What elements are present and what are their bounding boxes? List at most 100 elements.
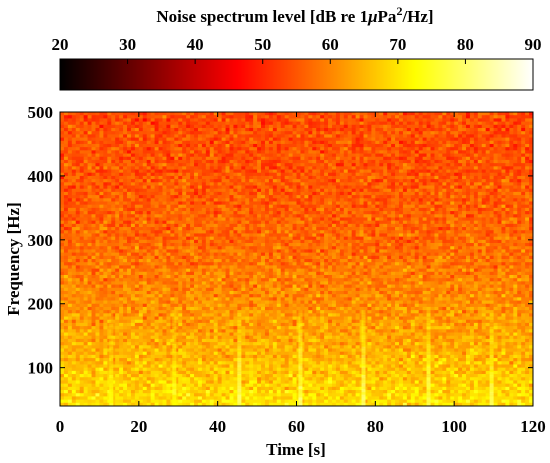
heatmap-cell (351, 172, 357, 177)
heatmap-cell (201, 115, 207, 119)
heatmap-cell (138, 156, 144, 161)
heatmap-cell (268, 169, 274, 174)
heatmap-cell (119, 236, 124, 241)
heatmap-cell (217, 140, 223, 145)
heatmap-cell (402, 150, 408, 154)
heatmap-cell (170, 118, 175, 122)
heatmap-cell (383, 166, 388, 170)
heatmap-cell (529, 175, 534, 180)
heatmap-cell (186, 220, 191, 225)
heatmap-cell (190, 150, 195, 154)
heatmap-cell (418, 137, 424, 142)
heatmap-cell (170, 214, 175, 218)
heatmap-cell (174, 204, 179, 209)
heatmap-cell (241, 217, 246, 222)
heatmap-cell (111, 159, 116, 164)
heatmap-cell (95, 185, 100, 190)
heatmap-cell (379, 217, 384, 222)
heatmap-cell (71, 214, 77, 218)
heatmap-cell (83, 169, 88, 174)
heatmap-cell (261, 140, 266, 145)
heatmap-cell (87, 227, 92, 231)
heatmap-cell (154, 201, 159, 206)
heatmap-cell (513, 233, 518, 238)
heatmap-cell (469, 163, 475, 167)
heatmap-cell (458, 236, 463, 241)
heatmap-cell (320, 211, 325, 215)
heatmap-cell (529, 227, 534, 231)
heatmap-cell (398, 127, 404, 132)
heatmap-cell (103, 195, 108, 199)
heatmap-cell (343, 207, 349, 212)
heatmap-cell (438, 175, 443, 180)
heatmap-cell (115, 134, 120, 138)
heatmap-cell (493, 112, 498, 116)
heatmap-cell (182, 211, 187, 215)
heatmap-cell (91, 182, 96, 186)
heatmap-cell (304, 131, 309, 135)
heatmap-cell (296, 143, 301, 148)
heatmap-cell (111, 220, 116, 225)
heatmap-cell (462, 188, 467, 193)
heatmap-cell (481, 175, 487, 180)
heatmap-cell (328, 166, 333, 170)
heatmap-cell (422, 217, 427, 222)
heatmap-cell (426, 198, 431, 202)
heatmap-cell (99, 124, 104, 129)
heatmap-cell (217, 230, 223, 234)
heatmap-cell (343, 220, 349, 225)
heatmap-cell (458, 191, 463, 196)
heatmap-cell (505, 121, 510, 126)
heatmap-cell (292, 127, 297, 132)
heatmap-cell (371, 137, 376, 142)
heatmap-cell (521, 185, 526, 190)
heatmap-cell (312, 214, 317, 218)
heatmap-cell (209, 134, 215, 138)
heatmap-cell (261, 147, 266, 151)
heatmap-cell (375, 185, 380, 190)
heatmap-cell (221, 121, 226, 126)
heatmap-cell (446, 121, 451, 126)
heatmap-cell (434, 150, 439, 154)
heatmap-cell (505, 195, 510, 199)
heatmap-cell (288, 195, 293, 199)
heatmap-cell (485, 163, 491, 167)
heatmap-cell (249, 118, 254, 122)
heatmap-cell (237, 198, 242, 202)
heatmap-cell (418, 227, 424, 231)
heatmap-cell (127, 236, 132, 241)
heatmap-cell (304, 198, 309, 202)
heatmap-cell (170, 140, 175, 145)
heatmap-cell (347, 140, 353, 145)
heatmap-cell (249, 227, 254, 231)
heatmap-cell (481, 169, 487, 174)
heatmap-cell (497, 159, 502, 164)
heatmap-cell (304, 185, 309, 190)
heatmap-cell (257, 150, 262, 154)
heatmap-cell (99, 201, 104, 206)
heatmap-cell (190, 217, 195, 222)
heatmap-cell (351, 195, 357, 199)
heatmap-cell (529, 172, 534, 177)
heatmap-cell (178, 179, 183, 183)
heatmap-cell (446, 201, 451, 206)
heatmap-cell (312, 156, 317, 161)
heatmap-cell (178, 163, 183, 167)
heatmap-cell (493, 233, 498, 238)
heatmap-cell (190, 204, 195, 209)
heatmap-cell (422, 220, 427, 225)
heatmap-cell (261, 127, 266, 132)
heatmap-cell (233, 115, 238, 119)
heatmap-cell (406, 147, 412, 151)
heatmap-cell (426, 153, 431, 158)
heatmap-cell (442, 115, 447, 119)
heatmap-cell (111, 233, 116, 238)
heatmap-cell (75, 134, 81, 138)
heatmap-cell (430, 217, 435, 222)
heatmap-cell (430, 121, 435, 126)
heatmap-cell (331, 230, 337, 234)
heatmap-cell (525, 163, 530, 167)
heatmap-cell (119, 220, 124, 225)
heatmap-cell (438, 159, 443, 164)
heatmap-cell (75, 217, 81, 222)
